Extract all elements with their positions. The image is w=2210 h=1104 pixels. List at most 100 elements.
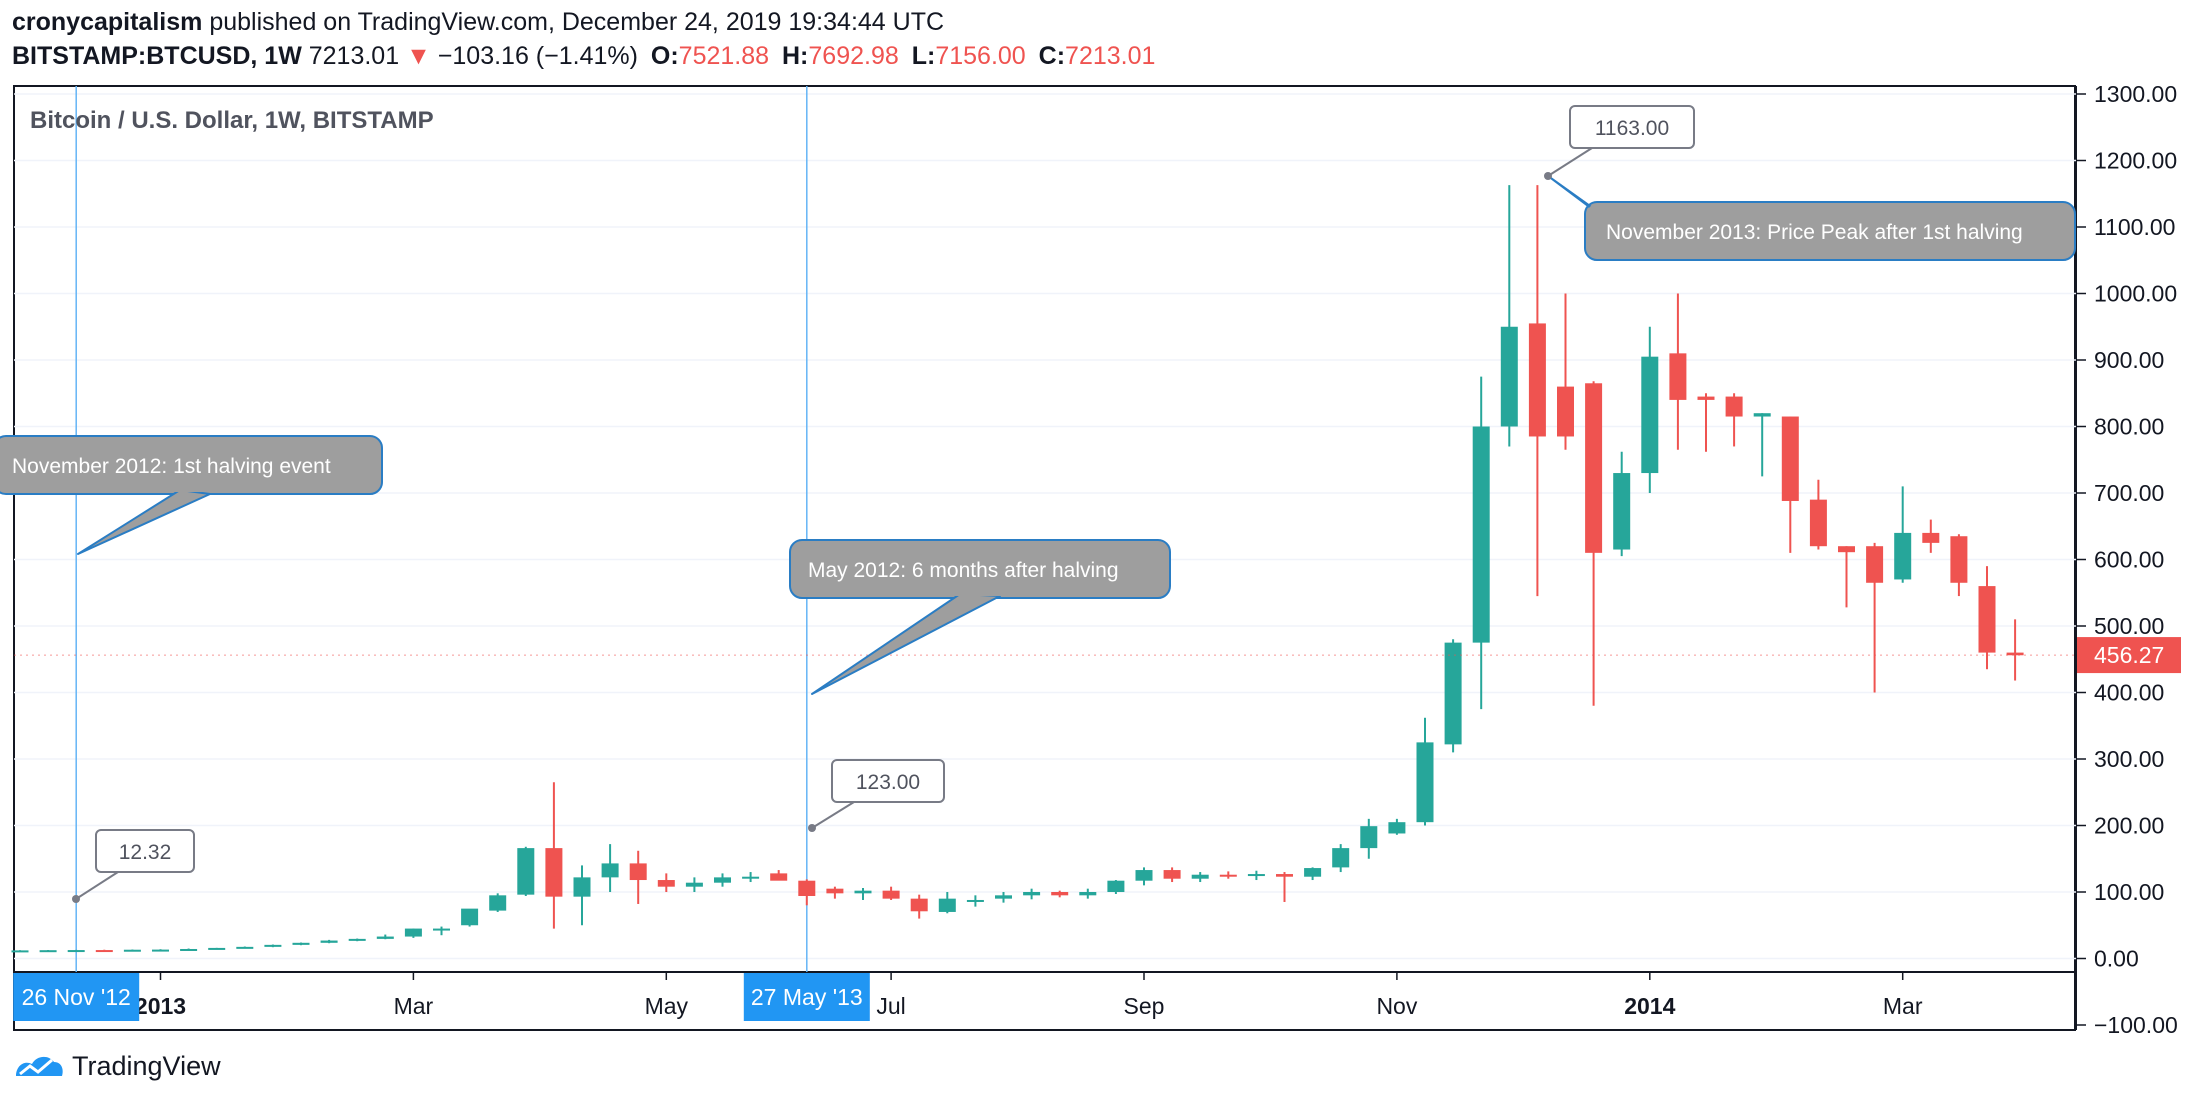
time-tick-label: 2013 <box>135 993 186 1019</box>
candle[interactable] <box>1781 416 1799 553</box>
candle[interactable] <box>1416 717 1434 826</box>
candle[interactable] <box>1472 376 1490 710</box>
candle[interactable] <box>966 895 984 907</box>
candle[interactable] <box>573 865 591 926</box>
candle[interactable] <box>489 893 507 912</box>
candle[interactable] <box>1922 519 1940 553</box>
candle[interactable] <box>1276 872 1293 902</box>
candle[interactable] <box>685 877 703 892</box>
candle[interactable] <box>433 926 450 936</box>
candle[interactable] <box>1697 393 1715 452</box>
candle-body <box>1023 892 1041 896</box>
candle[interactable] <box>1894 486 1912 583</box>
candle[interactable] <box>348 938 366 942</box>
candle[interactable] <box>1838 546 1855 608</box>
candle[interactable] <box>1023 888 1041 900</box>
candle[interactable] <box>95 949 113 953</box>
tradingview-logo[interactable]: TradingView <box>12 1050 221 1082</box>
candle[interactable] <box>1304 867 1322 881</box>
candle[interactable] <box>1332 844 1350 873</box>
candle-body <box>1641 356 1659 474</box>
candle[interactable] <box>39 949 57 953</box>
candle[interactable] <box>742 872 760 883</box>
time-tick-label: Mar <box>394 993 434 1019</box>
candle-body <box>1894 532 1912 580</box>
candle[interactable] <box>1866 542 1884 693</box>
candle[interactable] <box>1360 818 1378 859</box>
candle[interactable] <box>995 892 1012 903</box>
candle[interactable] <box>1051 890 1069 898</box>
candle[interactable] <box>292 942 310 946</box>
candle[interactable] <box>320 939 338 944</box>
candle[interactable] <box>123 949 141 952</box>
candle[interactable] <box>517 846 535 896</box>
candle[interactable] <box>1613 451 1631 557</box>
callout-annotation[interactable]: May 2012: 6 months after halving <box>789 539 1171 695</box>
symbol-label[interactable]: BITSTAMP:BTCUSD, 1W <box>12 42 302 70</box>
price-axis[interactable]: 1300.00 1200.00 1100.00 1000.00 900.00 800.00… <box>14 81 2181 1038</box>
annotations[interactable]: November 2012: 1st halving event May 2012… <box>0 175 2076 695</box>
date-marker-badge[interactable] <box>13 973 140 1021</box>
candle[interactable] <box>1444 639 1462 753</box>
candle[interactable] <box>854 888 872 900</box>
callout-annotation[interactable]: November 2013: Price Peak after 1st halv… <box>1547 175 2076 261</box>
author-name[interactable]: cronycapitalism <box>12 8 203 36</box>
candle[interactable] <box>714 873 731 887</box>
candle[interactable] <box>67 949 85 953</box>
candle-body <box>1416 742 1434 823</box>
candle[interactable] <box>1809 479 1827 550</box>
candle[interactable] <box>1191 872 1209 883</box>
candle[interactable] <box>208 947 226 950</box>
price-marker[interactable]: 123.00 <box>808 759 945 832</box>
current-price-badge[interactable] <box>2077 637 2181 674</box>
candle[interactable] <box>180 948 198 951</box>
candle[interactable] <box>798 879 816 906</box>
candle[interactable] <box>1388 818 1406 835</box>
candle[interactable] <box>545 782 563 929</box>
candle[interactable] <box>657 873 675 892</box>
candle[interactable] <box>1135 867 1153 886</box>
candle[interactable] <box>1725 393 1743 447</box>
candle[interactable] <box>1669 293 1687 450</box>
candle[interactable] <box>938 892 956 914</box>
candle[interactable] <box>601 844 619 892</box>
candle[interactable] <box>826 886 844 899</box>
candle-body <box>1191 874 1209 879</box>
candle[interactable] <box>404 928 422 938</box>
candle[interactable] <box>2006 619 2024 681</box>
candle[interactable] <box>1585 381 1603 706</box>
candle[interactable] <box>1641 326 1659 493</box>
date-marker-badge[interactable] <box>743 973 870 1021</box>
candle[interactable] <box>882 886 900 900</box>
callout-annotation[interactable]: November 2012: 1st halving event <box>0 435 383 555</box>
candle[interactable] <box>1247 870 1265 881</box>
price-marker[interactable]: 12.32 <box>72 829 195 903</box>
marker-leader <box>1547 147 1593 177</box>
candle[interactable] <box>910 894 928 919</box>
candle[interactable] <box>11 950 29 953</box>
candle[interactable] <box>1107 880 1125 894</box>
candle[interactable] <box>152 949 169 952</box>
candle[interactable] <box>1950 534 1968 597</box>
candle[interactable] <box>1500 185 1518 447</box>
candle[interactable] <box>264 944 282 948</box>
price-marker[interactable]: 1163.00 <box>1544 105 1695 180</box>
time-axis[interactable]: 2013 Mar May Jul Sep Nov 2014 Mar 26 Nov '12 27 M… <box>13 972 1923 1021</box>
candle[interactable] <box>236 946 254 949</box>
candle[interactable] <box>1557 293 1574 450</box>
candle[interactable] <box>1753 413 1771 477</box>
price-markers[interactable]: 12.32 123.00 1163.00 <box>72 105 1695 903</box>
candle[interactable] <box>770 870 788 881</box>
candle[interactable] <box>1163 867 1181 883</box>
publish-text: published on TradingView.com, December 2… <box>209 8 945 36</box>
candle[interactable] <box>376 934 394 940</box>
candle[interactable] <box>1219 871 1237 879</box>
candle[interactable] <box>629 850 647 904</box>
candle[interactable] <box>461 908 479 927</box>
candle[interactable] <box>1528 185 1546 597</box>
candle[interactable] <box>1079 888 1097 899</box>
candles[interactable] <box>11 185 2024 953</box>
candle-body <box>629 863 647 881</box>
candle[interactable] <box>1978 566 1996 670</box>
